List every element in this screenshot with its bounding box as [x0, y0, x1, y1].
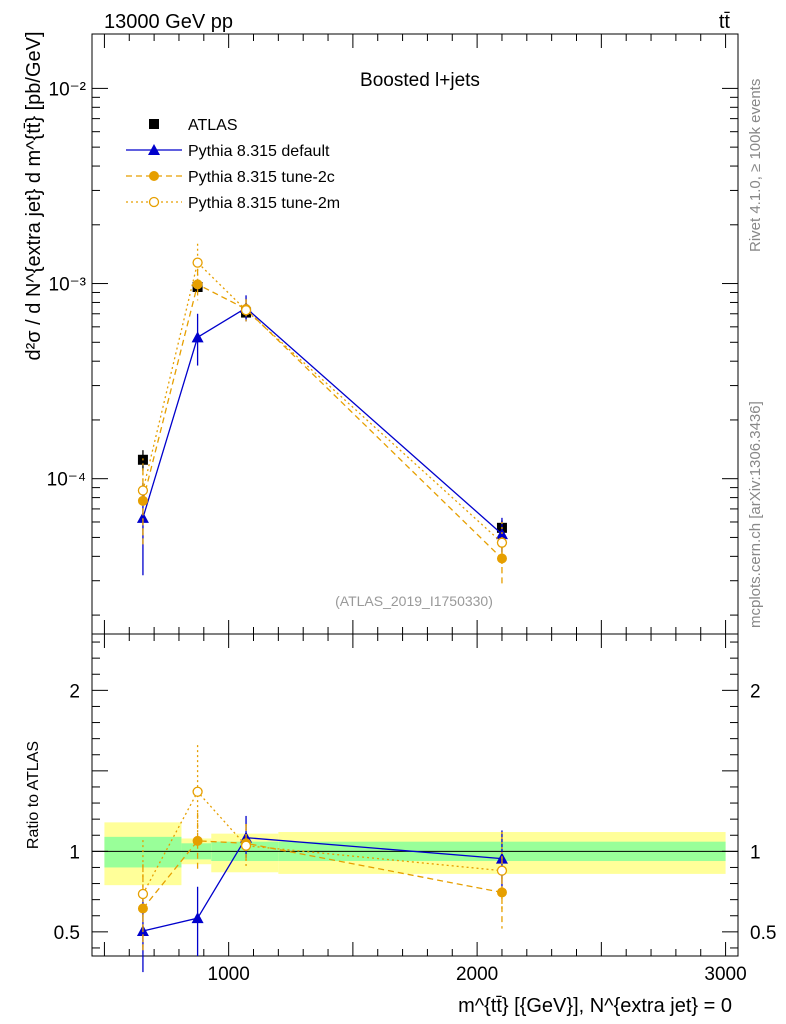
main-pythia-8-315-tune-2m-point-1: [192, 257, 203, 268]
main-pythia-8-315-default-point-0: [136, 511, 149, 523]
legend-pythia-8-315-tune-2m-label: Pythia 8.315 tune-2m: [188, 195, 340, 212]
main-pythia-8-315-tune-2m-line: [142, 261, 503, 544]
main-pythia-8-315-default-line: [142, 307, 503, 535]
main-pythia-8-315-tune-2c-point-1: [192, 279, 203, 290]
main-y-tick-label: 10⁻³: [49, 275, 87, 296]
main-pythia-8-315-tune-2c-line: [142, 283, 503, 559]
legend-atlas-marker: [149, 119, 159, 129]
source-label: mcplots.cern.ch [arXiv:1306.3436]: [747, 401, 764, 628]
ratio-pythia-8-315-tune-2c-line: [142, 840, 503, 909]
ratio-pythia-8-315-tune-2m-point-2: [240, 840, 252, 851]
main-pythia-8-315-default-point-1: [191, 331, 204, 343]
ratio-pythia-8-315-tune-2m-point-0: [137, 888, 149, 900]
x-tick-label: 3000: [704, 964, 746, 985]
legend: ATLAS Pythia 8.315 default Pythia 8.315 tu…: [126, 117, 340, 212]
legend-pythia-8-315-default-marker: [148, 144, 160, 155]
rivet-label: Rivet 4.1.0, ≥ 100k events: [747, 79, 764, 252]
main-series: [136, 243, 508, 584]
ratio-y-tick-label: 0.5: [54, 923, 80, 944]
ratio-uncertainty-bands: [92, 822, 738, 886]
x-axis-label: m^{tt̄} [{GeV}], N^{extra jet} = 0: [458, 995, 732, 1017]
ratio-y-axis-label: Ratio to ATLAS: [25, 741, 42, 849]
ratio-series: [136, 745, 508, 973]
main-title: Boosted l+jets: [360, 70, 480, 91]
main-pythia-8-315-tune-2m-point-3: [496, 537, 508, 548]
ratio-pythia-8-315-tune-2m-point-3: [496, 865, 508, 876]
legend-atlas-label: ATLAS: [188, 117, 238, 134]
ratio-frame: [91, 633, 739, 957]
header-final-state: tt̄: [719, 11, 731, 33]
ratio-y-tick-label-right: 0.5: [750, 923, 776, 944]
axes: 1000 2000 3000 10⁻⁴ 10⁻³ 10⁻² 0.5 0.5 1 1 2 2: [47, 34, 776, 985]
ratio-y-tick-label: 2: [69, 681, 80, 702]
legend-pythia-8-315-tune-2c-label: Pythia 8.315 tune-2c: [188, 169, 335, 186]
ratio-pythia-8-315-tune-2m-line: [142, 790, 503, 895]
analysis-id: (ATLAS_2019_I1750330): [335, 593, 493, 609]
ratio-pythia-8-315-tune-2c-point-1: [192, 835, 203, 846]
main-y-tick-label: 10⁻⁴: [47, 470, 86, 491]
main-pythia-8-315-tune-2m-point-0: [137, 485, 149, 496]
ratio-pythia-8-315-tune-2c-point-0: [137, 903, 148, 914]
main-y-tick-label: 10⁻²: [49, 79, 87, 100]
x-tick-label: 1000: [208, 964, 250, 985]
ratio-pythia-8-315-tune-2m-point-1: [192, 786, 203, 797]
ratio-pythia-8-315-default-point-1: [191, 912, 204, 924]
ratio-panel: [91, 633, 739, 957]
main-y-axis-label: d²σ / d N^{extra jet} d m^{tt̄} [pb/GeV]: [23, 31, 45, 360]
ratio-y-tick-label: 1: [69, 842, 80, 863]
ratio-y-tick-label-right: 2: [750, 681, 761, 702]
main-pythia-8-315-tune-2c-point-0: [137, 495, 148, 506]
main-pythia-8-315-tune-2m-point-2: [240, 305, 252, 316]
legend-pythia-8-315-tune-2c-marker: [149, 171, 159, 181]
header-process: 13000 GeV pp: [104, 11, 233, 33]
ratio-y-tick-label-right: 1: [750, 842, 761, 863]
legend-pythia-8-315-tune-2m-marker: [148, 196, 160, 208]
legend-pythia-8-315-default-label: Pythia 8.315 default: [188, 143, 330, 160]
ratio-pythia-8-315-default-line: [142, 836, 503, 932]
x-tick-label: 2000: [456, 964, 498, 985]
